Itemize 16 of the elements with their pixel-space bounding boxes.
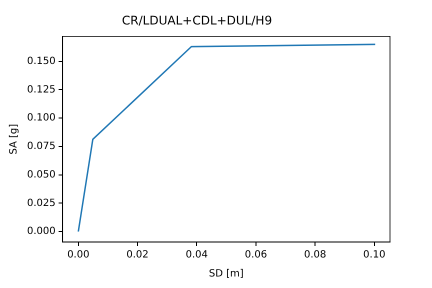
- y-tick-label: 0.100: [26, 112, 56, 124]
- x-axis-title: SD [m]: [208, 268, 244, 280]
- x-tick-label: 0.10: [363, 250, 386, 261]
- y-axis-title: SA [g]: [8, 124, 20, 155]
- y-tick-label: 0.025: [26, 198, 56, 209]
- x-tick-label: 0.02: [126, 250, 149, 261]
- y-tick-label: 0.075: [26, 141, 56, 152]
- y-tick-label: 0.000: [26, 226, 56, 238]
- y-tick-label: 0.150: [26, 56, 56, 67]
- y-tick-label: 0.050: [26, 169, 56, 180]
- chart-title: CR/LDUAL+CDL+DUL/H9: [122, 13, 272, 28]
- x-tick-label: 0.04: [186, 250, 208, 261]
- y-tick-label: 0.125: [26, 84, 56, 96]
- x-tick-label: 0.00: [67, 250, 90, 261]
- x-tick-label: 0.06: [244, 250, 268, 261]
- x-tick-label: 0.08: [304, 250, 326, 261]
